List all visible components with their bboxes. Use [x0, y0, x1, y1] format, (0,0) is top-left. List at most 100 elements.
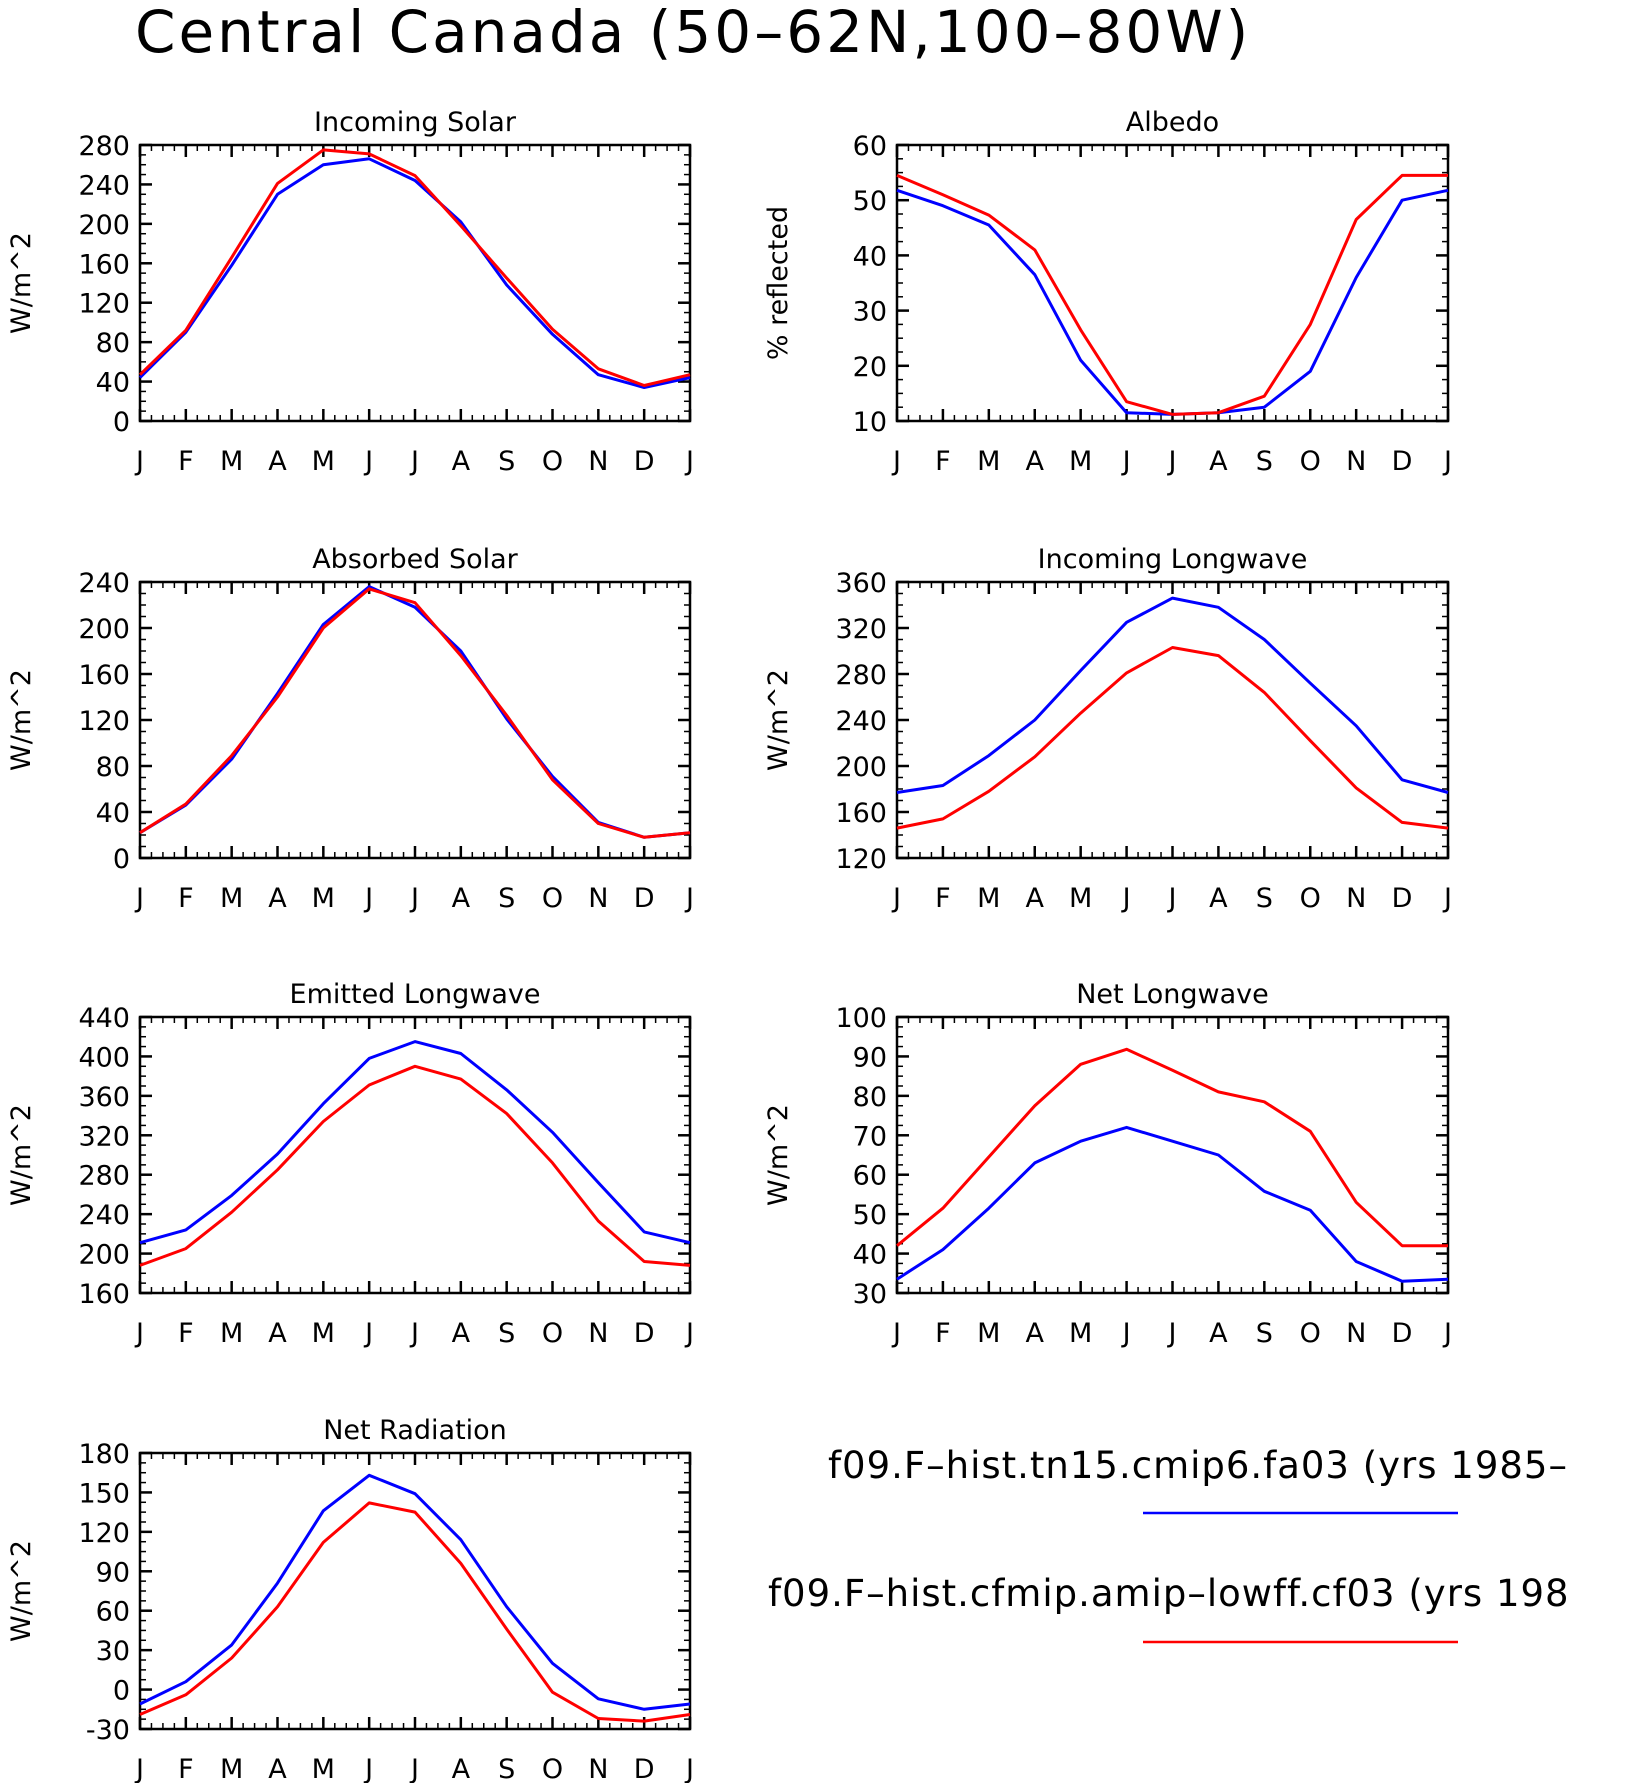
y-tick-label: 280 [835, 660, 887, 691]
x-tick-label: A [1209, 1318, 1228, 1349]
y-tick-label: 60 [96, 1597, 130, 1628]
y-tick-label: 0 [113, 1676, 130, 1707]
series-line-blue [139, 585, 691, 839]
y-axis-label: W/m^2 [6, 669, 37, 771]
y-tick-label: 60 [853, 1161, 887, 1192]
y-tick-label: 30 [96, 1636, 130, 1667]
x-tick-label: J [134, 1754, 144, 1783]
x-tick-label: O [1300, 883, 1321, 914]
x-tick-label: M [312, 446, 335, 477]
plot-frame [138, 1015, 692, 1295]
y-tick-label: 0 [113, 407, 130, 438]
series-line-red [138, 148, 691, 387]
x-tick-label: F [178, 446, 194, 477]
x-tick-label: D [1392, 883, 1413, 914]
y-tick-label: 200 [78, 614, 130, 645]
y-tick-label: 50 [853, 1200, 887, 1231]
x-tick-label: M [312, 1318, 335, 1349]
y-tick-label: 160 [78, 249, 130, 280]
legend-label-red: f09.F–hist.cfmip.amip–lowff.cf03 (yrs 19… [768, 1572, 1570, 1615]
x-tick-label: J [1442, 446, 1452, 477]
x-tick-label: J [134, 446, 144, 477]
y-axis-label: W/m^2 [763, 669, 794, 771]
y-tick-label: 90 [853, 1042, 887, 1073]
series-line-red [139, 587, 691, 839]
x-tick-label: S [1256, 1318, 1273, 1349]
y-axis-label: W/m^2 [6, 1540, 37, 1642]
y-axis-label: W/m^2 [763, 1104, 794, 1206]
x-tick-label: A [268, 1754, 287, 1783]
y-tick-label: 120 [835, 844, 887, 875]
y-tick-label: 40 [853, 1240, 887, 1271]
x-tick-label: A [1026, 883, 1045, 914]
x-tick-label: N [588, 446, 608, 477]
y-tick-label: 70 [853, 1121, 887, 1152]
y-axis-label: W/m^2 [6, 1104, 37, 1206]
x-tick-label: A [268, 446, 287, 477]
panel-title: Albedo [1126, 107, 1219, 138]
x-tick-label: M [1069, 883, 1092, 914]
y-tick-label: 80 [96, 328, 130, 359]
x-tick-label: F [178, 1754, 194, 1783]
x-tick-label: D [1392, 1318, 1413, 1349]
y-tick-label: 40 [853, 241, 887, 272]
x-tick-label: N [1346, 446, 1366, 477]
x-tick-label: M [312, 1754, 335, 1783]
x-tick-label: J [684, 1754, 694, 1783]
x-tick-label: J [891, 1318, 901, 1349]
y-tick-label: 280 [78, 131, 130, 162]
x-tick-label: J [409, 883, 419, 914]
series-line-red [896, 1047, 1448, 1248]
plot-frame [138, 580, 692, 860]
x-tick-label: M [220, 1754, 243, 1783]
x-tick-label: O [1300, 1318, 1321, 1349]
x-tick-label: J [1121, 446, 1131, 477]
x-tick-label: J [1167, 1318, 1177, 1349]
x-tick-label: D [634, 883, 655, 914]
x-tick-label: A [1209, 883, 1228, 914]
y-tick-label: 360 [835, 568, 887, 599]
y-tick-label: 200 [78, 210, 130, 241]
y-axis-label: % reflected [763, 206, 794, 360]
series-line-blue [139, 1473, 691, 1711]
x-tick-label: M [312, 883, 335, 914]
y-tick-label: 120 [78, 289, 130, 320]
x-tick-label: A [1026, 1318, 1045, 1349]
legend-label-blue: f09.F–hist.tn15.cmip6.fa03 (yrs 1985– [828, 1444, 1568, 1487]
x-tick-label: J [1442, 883, 1452, 914]
x-tick-label: J [1167, 446, 1177, 477]
x-tick-label: D [634, 1318, 655, 1349]
series-line-blue [138, 157, 691, 389]
x-tick-label: O [1300, 446, 1321, 477]
x-tick-label: J [684, 446, 694, 477]
series-line-blue [139, 1040, 691, 1245]
y-tick-label: 160 [78, 1279, 130, 1310]
x-tick-label: F [935, 446, 951, 477]
y-axis-label: W/m^2 [6, 232, 37, 334]
y-tick-label: 80 [96, 752, 130, 783]
x-tick-label: S [498, 1754, 515, 1783]
x-tick-label: N [588, 1754, 608, 1783]
x-tick-label: J [891, 446, 901, 477]
panel-title: Net Radiation [323, 1415, 507, 1446]
y-tick-label: 200 [835, 752, 887, 783]
y-tick-label: 100 [835, 1003, 887, 1034]
y-tick-label: 120 [78, 1518, 130, 1549]
x-tick-label: J [684, 883, 694, 914]
x-tick-label: J [134, 883, 144, 914]
y-tick-label: 50 [853, 186, 887, 217]
series-line-blue [896, 1125, 1449, 1283]
plot-frame [895, 580, 1450, 860]
chart-panel-5: J F M A M J J A S O N D J160200240280320360400440Emi… [6, 979, 694, 1349]
x-tick-label: A [452, 883, 471, 914]
y-tick-label: -30 [86, 1715, 130, 1746]
series-line-blue [896, 188, 1449, 416]
y-tick-label: 320 [78, 1121, 130, 1152]
y-tick-label: 240 [78, 170, 130, 201]
x-tick-label: A [1209, 446, 1228, 477]
series-line-red [896, 173, 1448, 416]
series-line-blue [896, 596, 1449, 794]
